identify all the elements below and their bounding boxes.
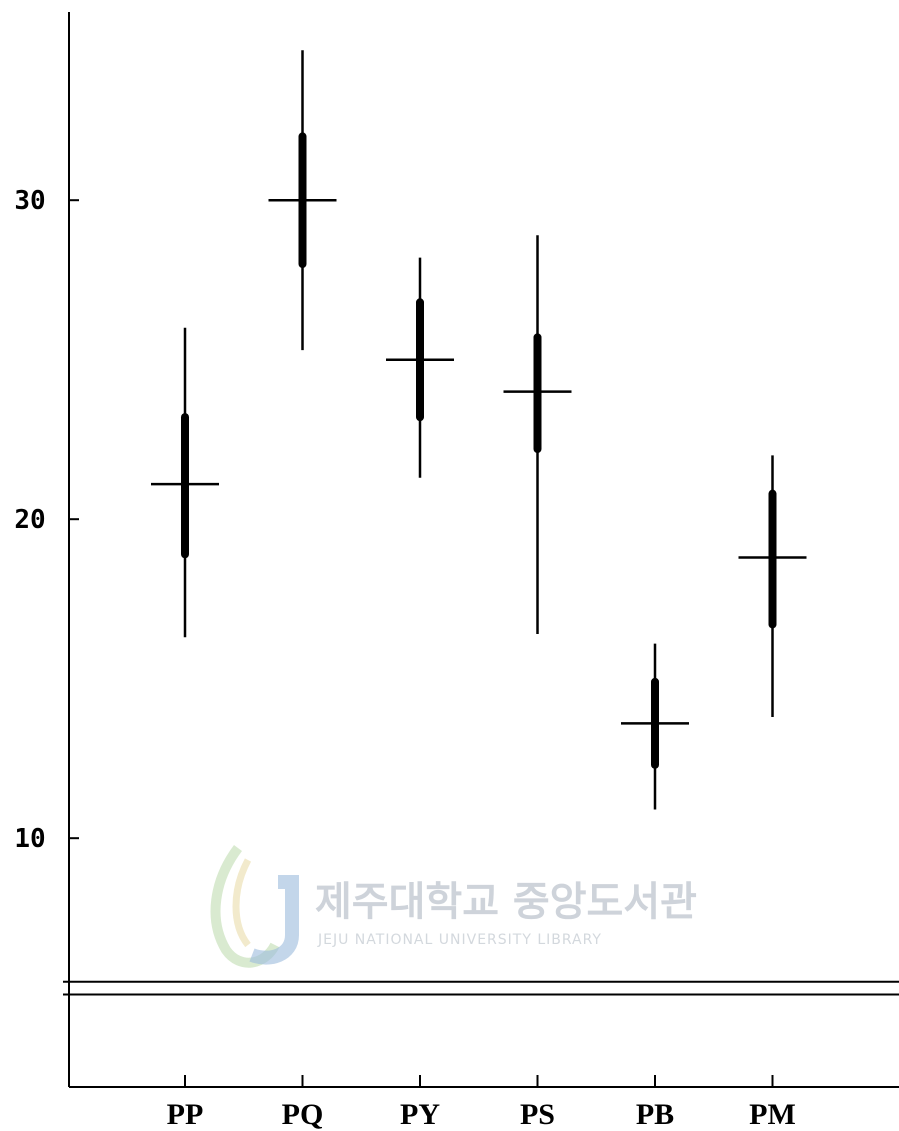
watermark-title: 제주대학교 중앙도서관 — [315, 879, 697, 925]
axes — [68, 12, 899, 1088]
range-mark-pq — [268, 50, 337, 351]
y-tick-label: 30 — [14, 186, 45, 216]
range-mark-ps — [503, 235, 572, 635]
library-logo-icon — [210, 845, 299, 968]
library-watermark: 제주대학교 중앙도서관 JEJU NATIONAL UNIVERSITY LIB… — [210, 845, 697, 968]
range-mark-pp — [151, 327, 219, 638]
x-tick-label: PB — [636, 1098, 674, 1131]
x-tick-label: PQ — [282, 1098, 324, 1131]
range-mark-py — [386, 257, 454, 478]
range-mark-pm — [738, 455, 807, 717]
x-tick-label: PY — [400, 1098, 440, 1131]
reference-lines — [63, 980, 899, 996]
range-mark-pb — [621, 643, 689, 810]
y-tick-label: 10 — [14, 824, 45, 854]
watermark-subtitle: JEJU NATIONAL UNIVERSITY LIBRARY — [317, 932, 602, 948]
x-tick-label: PM — [749, 1098, 796, 1131]
x-tick-label: PP — [167, 1098, 204, 1131]
axis-labels: 10 20 30 PP PQ PY PS PB PM — [14, 186, 795, 1131]
x-tick-label: PS — [520, 1098, 555, 1131]
range-marks — [151, 50, 807, 810]
y-tick-label: 20 — [14, 505, 45, 535]
